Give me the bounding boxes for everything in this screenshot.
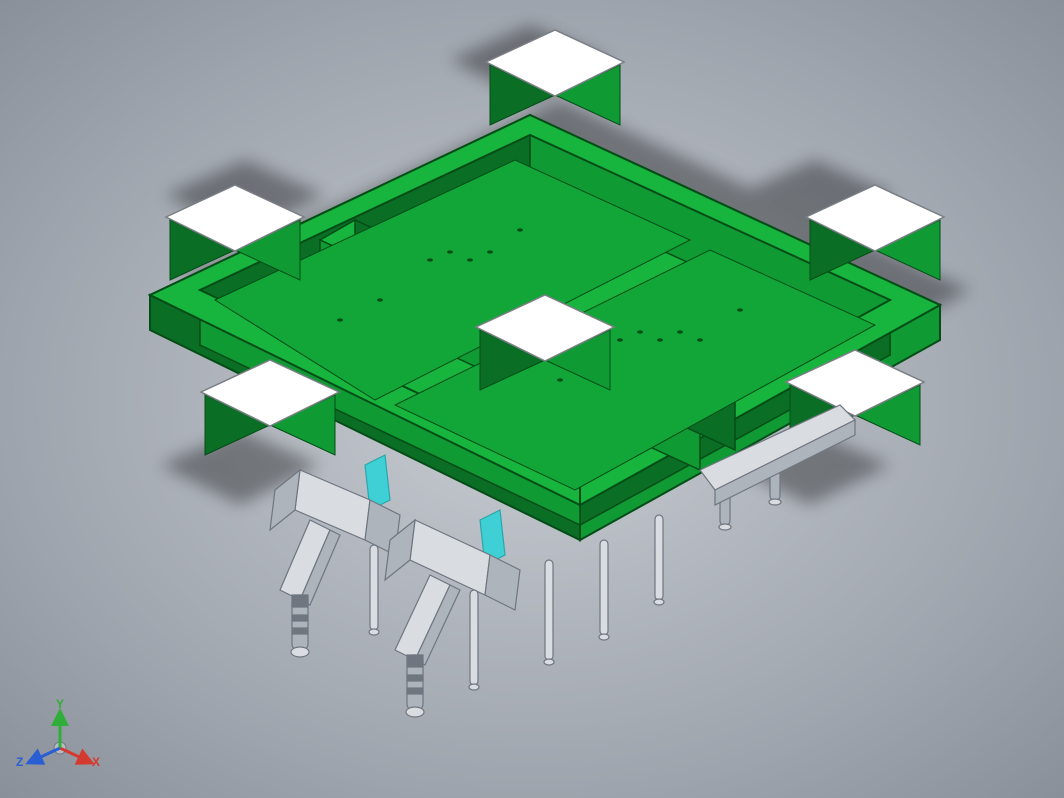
x-axis [60, 748, 92, 763]
cad-viewport[interactable]: X Y Z [0, 0, 1064, 798]
orientation-triad[interactable]: X Y Z [20, 703, 100, 783]
z-axis [28, 748, 60, 763]
x-axis-label: X [92, 755, 100, 769]
z-axis-label: Z [16, 755, 23, 769]
model-canvas[interactable] [0, 0, 1064, 798]
y-axis-label: Y [56, 697, 64, 711]
